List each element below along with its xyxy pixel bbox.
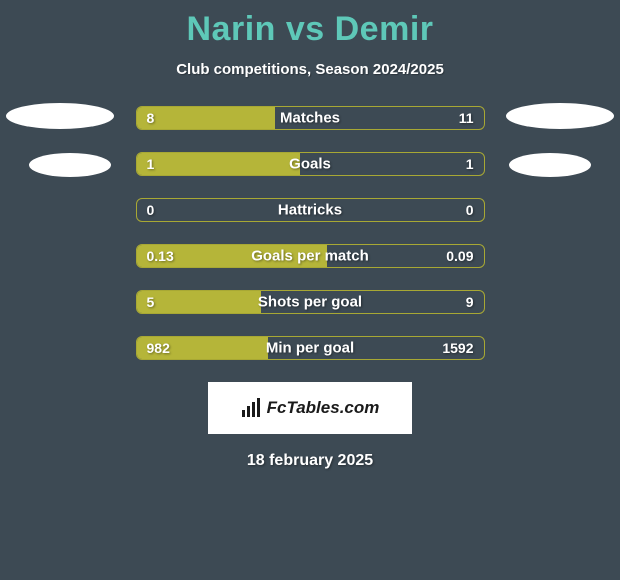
stats-bars: 8Matches11 1Goals1 0Hattricks0 0.13Goals pe… xyxy=(136,106,485,360)
stat-row: 982Min per goal1592 xyxy=(136,336,485,360)
stat-row: 1Goals1 xyxy=(136,152,485,176)
player-right-avatar-secondary xyxy=(509,153,591,177)
stat-label: Hattricks xyxy=(137,202,484,219)
page-title: Narin vs Demir xyxy=(0,0,620,49)
logo-text: FcTables.com xyxy=(267,398,380,418)
stat-label: Matches xyxy=(137,110,484,127)
date-label: 18 february 2025 xyxy=(0,452,620,470)
stat-value-right: 0.09 xyxy=(446,248,473,264)
player-left-avatar-secondary xyxy=(29,153,111,177)
stat-row: 0Hattricks0 xyxy=(136,198,485,222)
stat-label: Shots per goal xyxy=(137,294,484,311)
stat-row: 0.13Goals per match0.09 xyxy=(136,244,485,268)
player-left-avatar xyxy=(6,103,114,129)
stat-value-right: 0 xyxy=(466,202,474,218)
comparison-content: 8Matches11 1Goals1 0Hattricks0 0.13Goals pe… xyxy=(0,106,620,360)
stat-label: Min per goal xyxy=(137,340,484,357)
stat-label: Goals xyxy=(137,156,484,173)
stat-row: 5Shots per goal9 xyxy=(136,290,485,314)
logo-box: FcTables.com xyxy=(208,382,412,434)
stat-value-right: 9 xyxy=(466,294,474,310)
stat-label: Goals per match xyxy=(137,248,484,265)
stat-value-right: 11 xyxy=(459,110,474,126)
page-subtitle: Club competitions, Season 2024/2025 xyxy=(0,61,620,78)
stat-value-right: 1592 xyxy=(442,340,473,356)
stat-row: 8Matches11 xyxy=(136,106,485,130)
chart-icon xyxy=(241,398,261,418)
player-right-avatar xyxy=(506,103,614,129)
stat-value-right: 1 xyxy=(466,156,474,172)
